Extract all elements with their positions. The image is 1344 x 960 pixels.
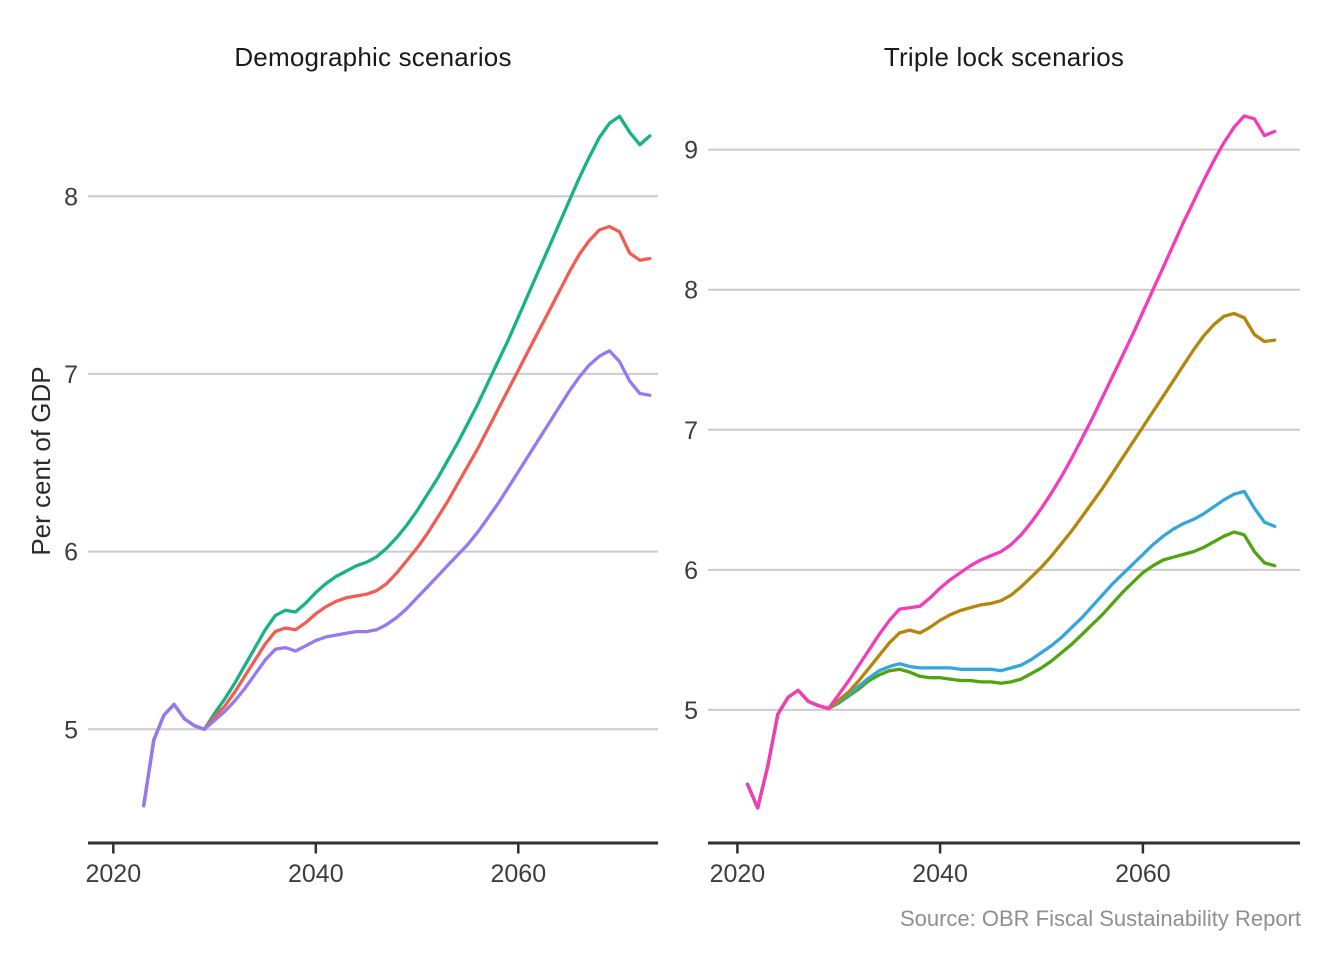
x-tick-label: 2040 <box>912 860 968 888</box>
y-tick-label: 9 <box>684 137 698 165</box>
y-tick-label: 8 <box>684 277 698 305</box>
x-tick-label: 2020 <box>85 860 141 888</box>
y-tick-label: 5 <box>64 716 78 744</box>
left-panel-title: Demographic scenarios <box>234 42 512 72</box>
line-series-purple <box>142 349 652 808</box>
y-tick-label: 6 <box>684 557 698 585</box>
line-series-magenta <box>745 114 1277 810</box>
line-series-kelly-green <box>745 530 1277 810</box>
y-tick-label: 5 <box>684 697 698 725</box>
line-series-gold <box>745 311 1277 810</box>
x-tick-label: 2060 <box>1115 860 1171 888</box>
line-series-sky-blue <box>745 489 1277 810</box>
y-tick-label: 7 <box>64 361 78 389</box>
y-tick-label: 6 <box>64 539 78 567</box>
y-tick-label: 7 <box>684 417 698 445</box>
line-series-red <box>142 224 652 808</box>
right-panel-title: Triple lock scenarios <box>883 42 1125 72</box>
x-tick-label: 2020 <box>710 860 766 888</box>
y-tick-label: 8 <box>64 183 78 211</box>
line-series-emerald <box>142 114 652 808</box>
x-tick-label: 2060 <box>490 860 546 888</box>
source-caption: Source: OBR Fiscal Sustainability Report <box>899 906 1301 931</box>
demographic-panel: 5 6 7 8 2020 2040 2060 <box>64 114 658 888</box>
triple-lock-panel: 5 6 7 8 9 2020 2040 2060 <box>684 114 1300 888</box>
x-tick-label: 2040 <box>288 860 344 888</box>
